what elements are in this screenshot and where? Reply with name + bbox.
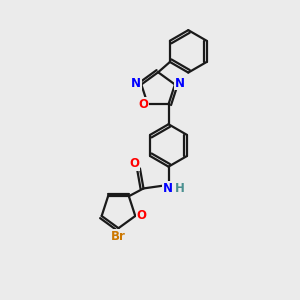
Text: N: N [131, 76, 141, 89]
Text: Br: Br [111, 230, 126, 243]
Text: N: N [163, 182, 173, 195]
Text: O: O [129, 157, 139, 169]
Text: H: H [175, 182, 185, 195]
Text: N: N [175, 76, 185, 89]
Text: O: O [138, 98, 148, 111]
Text: O: O [137, 209, 147, 223]
